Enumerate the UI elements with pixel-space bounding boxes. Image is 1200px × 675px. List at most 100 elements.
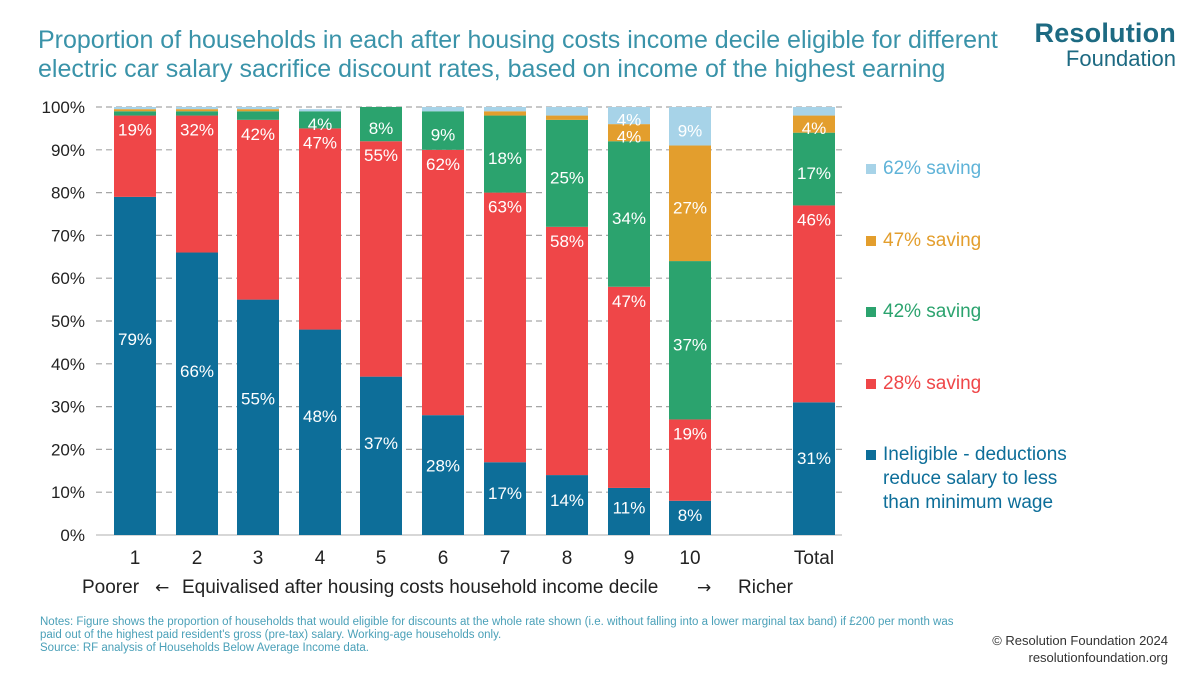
bar-segment (176, 252, 218, 535)
x-axis-left-arrow: ← (155, 578, 169, 598)
bar-segment (114, 111, 156, 116)
y-tick-label: 50% (51, 312, 85, 331)
chart-title: Proportion of households in each after h… (38, 26, 998, 83)
logo-line-2: Foundation (1065, 46, 1176, 71)
bar-data-label: 9% (678, 121, 703, 140)
website-text: resolutionfoundation.org (1028, 650, 1169, 665)
bar-segment (299, 109, 341, 112)
x-tick-label: 9 (624, 548, 635, 569)
bar-segment (793, 115, 835, 133)
y-tick-label: 80% (51, 184, 85, 203)
x-axis-label-poorer: Poorer (82, 577, 140, 598)
bar-segment (546, 107, 588, 116)
legend-item: 28% saving (866, 372, 1126, 396)
bar-segment (669, 107, 711, 146)
bar-segment (546, 475, 588, 535)
bar-segment (669, 419, 711, 501)
y-axis-ticks: 0% 10% 20% 30% 40% 50% 60% 70% 80% 90% 100% (42, 98, 85, 545)
bar-segment (299, 128, 341, 330)
bar-data-label: 11% (613, 499, 646, 518)
y-tick-label: 60% (51, 269, 85, 288)
bar-segment (176, 115, 218, 253)
y-tick-label: 30% (51, 398, 85, 417)
y-tick-label: 40% (51, 355, 85, 374)
bar-segment (299, 329, 341, 535)
bar-data-label: 19% (118, 121, 152, 140)
bar-segment (299, 111, 341, 129)
legend-label: Ineligible - deductions reduce salary to … (883, 444, 1067, 513)
bar-data-label: 66% (180, 362, 214, 381)
bar-segment (237, 119, 279, 300)
legend-swatch (866, 307, 876, 317)
bar-data-label: 25% (550, 168, 584, 187)
bar-data-label: 55% (364, 146, 398, 165)
bar-segment (608, 107, 650, 125)
bar-data-label: 4% (617, 128, 642, 147)
bar-data-label: 47% (612, 292, 646, 311)
bar-data-label: 79% (118, 330, 152, 349)
bar-segment (360, 376, 402, 535)
bar-data-label: 28% (426, 456, 460, 475)
y-tick-label: 0% (60, 526, 85, 545)
bar-segment (546, 115, 588, 120)
bar-data-label: 31% (797, 449, 831, 468)
bar-data-label: 17% (797, 164, 831, 183)
bar-data-label: 27% (673, 198, 707, 217)
bar-data-label: 62% (426, 155, 460, 174)
bar-data-label: 58% (550, 232, 584, 251)
bar-data-label: 47% (303, 133, 337, 152)
x-axis-label-center: Equivalised after housing costs househol… (182, 577, 658, 598)
bar-segment (114, 109, 156, 112)
legend-swatch (866, 164, 876, 174)
bar-segment (360, 107, 402, 142)
x-tick-label: 1 (130, 548, 141, 569)
bar-segment (114, 196, 156, 535)
bar-segment (546, 226, 588, 476)
legend-label: 62% saving (883, 158, 982, 179)
y-tick-label: 20% (51, 440, 85, 459)
legend-swatch (866, 236, 876, 246)
x-tick-label: 8 (562, 548, 573, 569)
bar-segment (669, 145, 711, 262)
bar-data-label: 46% (797, 210, 831, 229)
bar-data-label: 19% (673, 424, 707, 443)
bar-segment (176, 107, 218, 110)
bar-segment (237, 107, 279, 110)
bar-data-label: 4% (802, 119, 827, 138)
bar-segment (484, 192, 526, 463)
bar-data-label: 37% (364, 434, 398, 453)
y-tick-label: 100% (42, 98, 85, 117)
bar-segment (669, 261, 711, 420)
legend-label: 28% saving (883, 373, 982, 394)
gridlines (96, 106, 842, 536)
bar-data-label: 14% (550, 491, 584, 510)
logo-line-1: Resolution (1035, 20, 1177, 47)
y-tick-label: 70% (51, 226, 85, 245)
chart-notes: Notes: Figure shows the proportion of ho… (40, 616, 970, 655)
legend-swatch (866, 379, 876, 389)
bar-segment (484, 115, 526, 193)
bar-data-label: 8% (678, 506, 703, 525)
legend-swatch (866, 450, 876, 460)
x-axis-right-arrow: → (697, 578, 711, 598)
notes-text: Notes: Figure shows the proportion of ho… (40, 616, 954, 641)
x-tick-label: 7 (500, 548, 511, 569)
bar-segment (546, 119, 588, 227)
bar-segment (608, 141, 650, 287)
bar-segment (176, 111, 218, 116)
source-text: Source: RF analysis of Households Below … (40, 642, 369, 654)
bar-data-label: 4% (308, 115, 333, 134)
bar-segment (484, 462, 526, 535)
bar-segment (422, 415, 464, 535)
legend-item: 47% saving (866, 229, 1126, 253)
x-tick-label: 6 (438, 548, 449, 569)
bars (114, 107, 835, 535)
bar-segment (608, 124, 650, 142)
y-tick-label: 10% (51, 483, 85, 502)
bar-data-label: 9% (431, 126, 456, 145)
credit-block: © Resolution Foundation 2024 resolutionf… (992, 632, 1168, 666)
bar-segment (360, 141, 402, 377)
bar-segment (793, 402, 835, 535)
bar-segment (114, 107, 156, 110)
